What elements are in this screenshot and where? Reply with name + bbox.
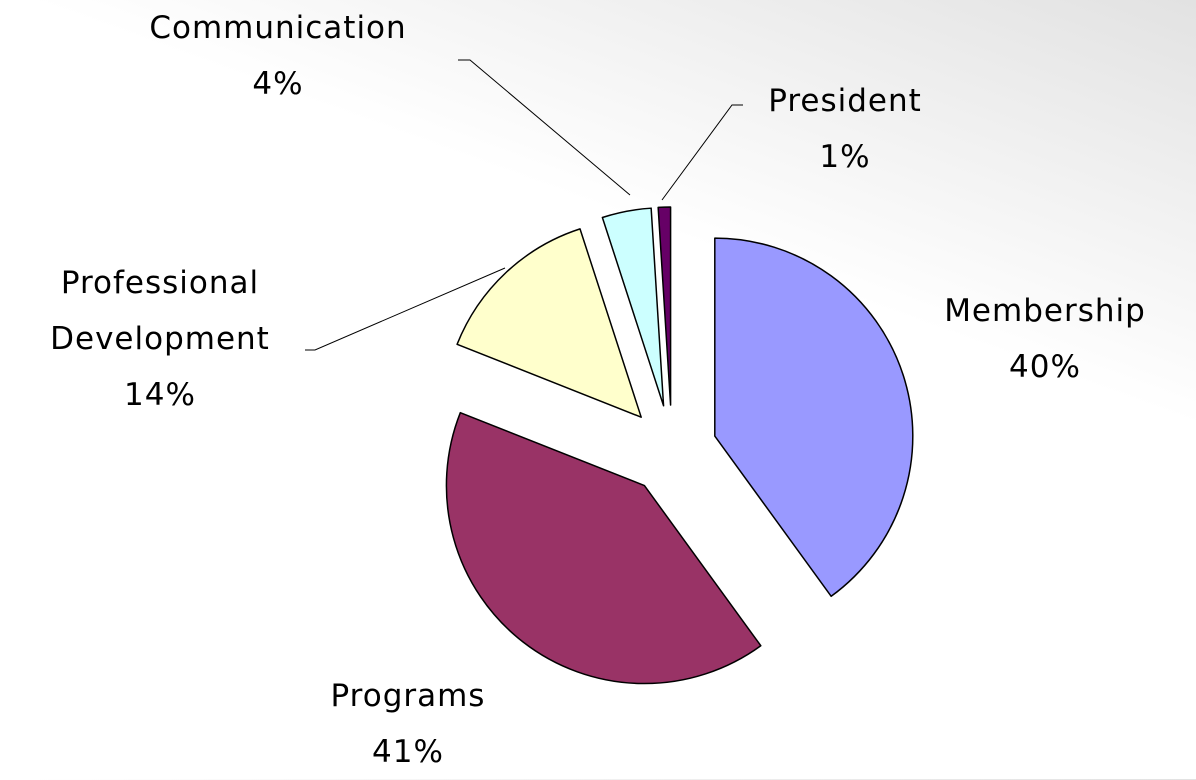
slice-percent: 4%	[252, 66, 304, 102]
slice-percent: 1%	[819, 139, 871, 175]
pie-slice	[456, 228, 642, 418]
slice-name: President	[768, 83, 922, 119]
pie-slice	[714, 237, 914, 598]
data-label: Programs 41%	[258, 668, 558, 780]
leader-line	[458, 59, 631, 196]
slice-name: Programs	[330, 678, 486, 714]
leader-line	[305, 267, 506, 351]
slice-name: Membership	[944, 293, 1146, 329]
pie-slice	[601, 207, 665, 407]
data-label: Membership 40%	[895, 283, 1195, 395]
slice-percent: 40%	[1009, 349, 1081, 385]
data-label: President 1%	[695, 73, 995, 185]
pie-slice	[445, 411, 762, 685]
data-label: Communication 4%	[88, 0, 468, 112]
leader-line	[661, 104, 743, 201]
data-label: Professional Development 14%	[10, 255, 310, 423]
slice-percent: 14%	[124, 377, 196, 413]
slice-percent: 41%	[372, 734, 444, 770]
slice-name: Professional Development	[50, 265, 270, 357]
pie-slice	[657, 206, 672, 406]
slice-name: Communication	[149, 10, 407, 46]
